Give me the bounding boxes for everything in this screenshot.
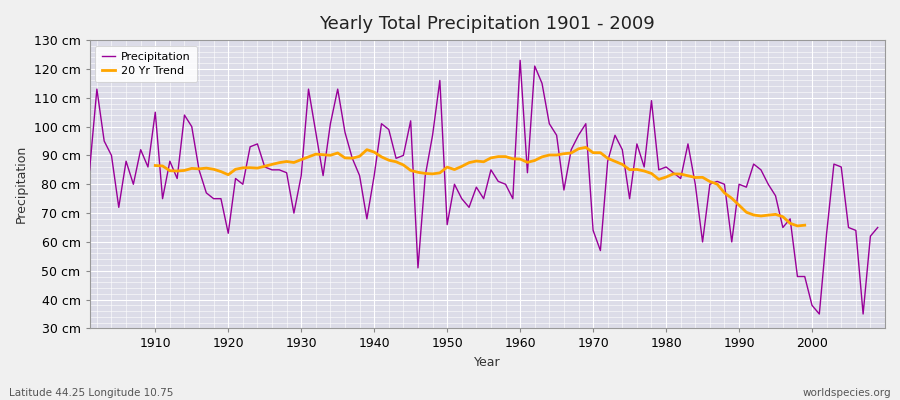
Precipitation <box>522 170 533 175</box>
20 Yr Trend <box>346 156 357 160</box>
Precipitation <box>814 312 824 316</box>
Precipitation <box>609 133 620 138</box>
20 Yr Trend <box>698 175 708 180</box>
Precipitation <box>508 196 518 201</box>
Text: worldspecies.org: worldspecies.org <box>803 388 891 398</box>
Precipitation <box>85 168 95 172</box>
Precipitation <box>303 87 314 92</box>
X-axis label: Year: Year <box>474 356 500 369</box>
20 Yr Trend <box>792 224 803 228</box>
Text: Latitude 44.25 Longitude 10.75: Latitude 44.25 Longitude 10.75 <box>9 388 174 398</box>
Precipitation <box>346 156 357 161</box>
Title: Yearly Total Precipitation 1901 - 2009: Yearly Total Precipitation 1901 - 2009 <box>320 15 655 33</box>
Precipitation <box>515 58 526 63</box>
20 Yr Trend <box>580 145 591 150</box>
20 Yr Trend <box>799 223 810 228</box>
20 Yr Trend <box>609 159 620 164</box>
20 Yr Trend <box>712 182 723 186</box>
20 Yr Trend <box>150 163 161 168</box>
20 Yr Trend <box>238 166 248 170</box>
Line: 20 Yr Trend: 20 Yr Trend <box>156 147 805 226</box>
20 Yr Trend <box>778 214 788 219</box>
Precipitation <box>872 225 883 230</box>
Line: Precipitation: Precipitation <box>90 60 878 314</box>
Y-axis label: Precipitation: Precipitation <box>15 145 28 223</box>
Legend: Precipitation, 20 Yr Trend: Precipitation, 20 Yr Trend <box>95 46 197 82</box>
Precipitation <box>142 164 153 169</box>
